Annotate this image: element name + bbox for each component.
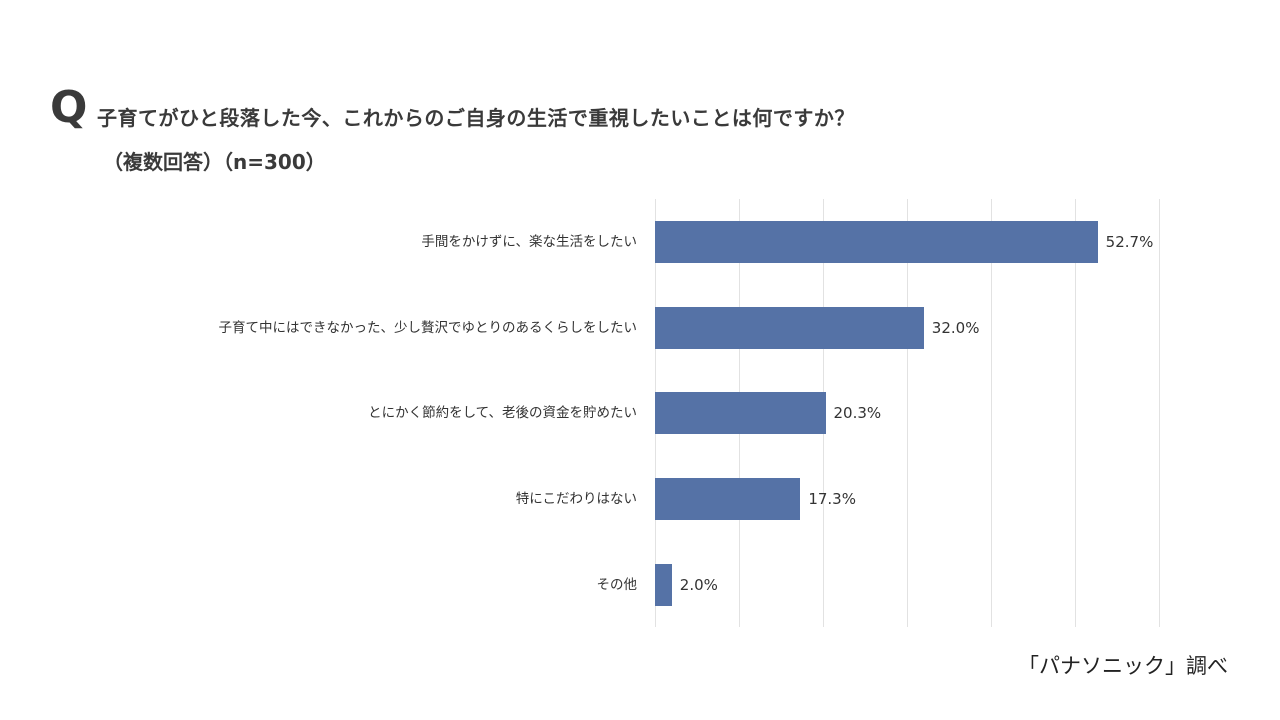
chart-title: 子育てがひと段落した今、これからのご自身の生活で重視したいことは何ですか？ xyxy=(97,106,855,130)
gridline xyxy=(991,199,992,627)
category-label: 子育て中にはできなかった、少し贅沢でゆとりのあるくらしをしたい xyxy=(218,320,638,336)
value-label: 17.3% xyxy=(808,490,856,508)
category-label: その他 xyxy=(596,577,638,593)
plot-area: 52.7% 32.0% 20.3% 17.3% 2.0% xyxy=(655,199,1160,627)
bar xyxy=(655,478,801,520)
gridline xyxy=(1159,199,1160,627)
source-note: 「パナソニック」調べ xyxy=(1018,654,1228,678)
category-label: とにかく節約をして、老後の資金を貯めたい xyxy=(368,405,637,421)
gridline xyxy=(1075,199,1076,627)
gridline xyxy=(907,199,908,627)
value-label: 2.0% xyxy=(679,576,718,594)
value-label: 52.7% xyxy=(1105,233,1154,251)
bar xyxy=(655,564,672,606)
bar xyxy=(655,307,924,349)
category-label: 特にこだわりはない xyxy=(515,491,637,507)
category-label: 手間をかけずに、楽な生活をしたい xyxy=(421,234,637,250)
bar xyxy=(655,392,826,434)
question-mark: Q xyxy=(50,82,88,133)
value-label: 32.0% xyxy=(931,319,980,337)
value-label: 20.3% xyxy=(833,404,882,422)
chart-subtitle: （複数回答）（n=300） xyxy=(103,150,326,174)
bar xyxy=(655,221,1098,263)
